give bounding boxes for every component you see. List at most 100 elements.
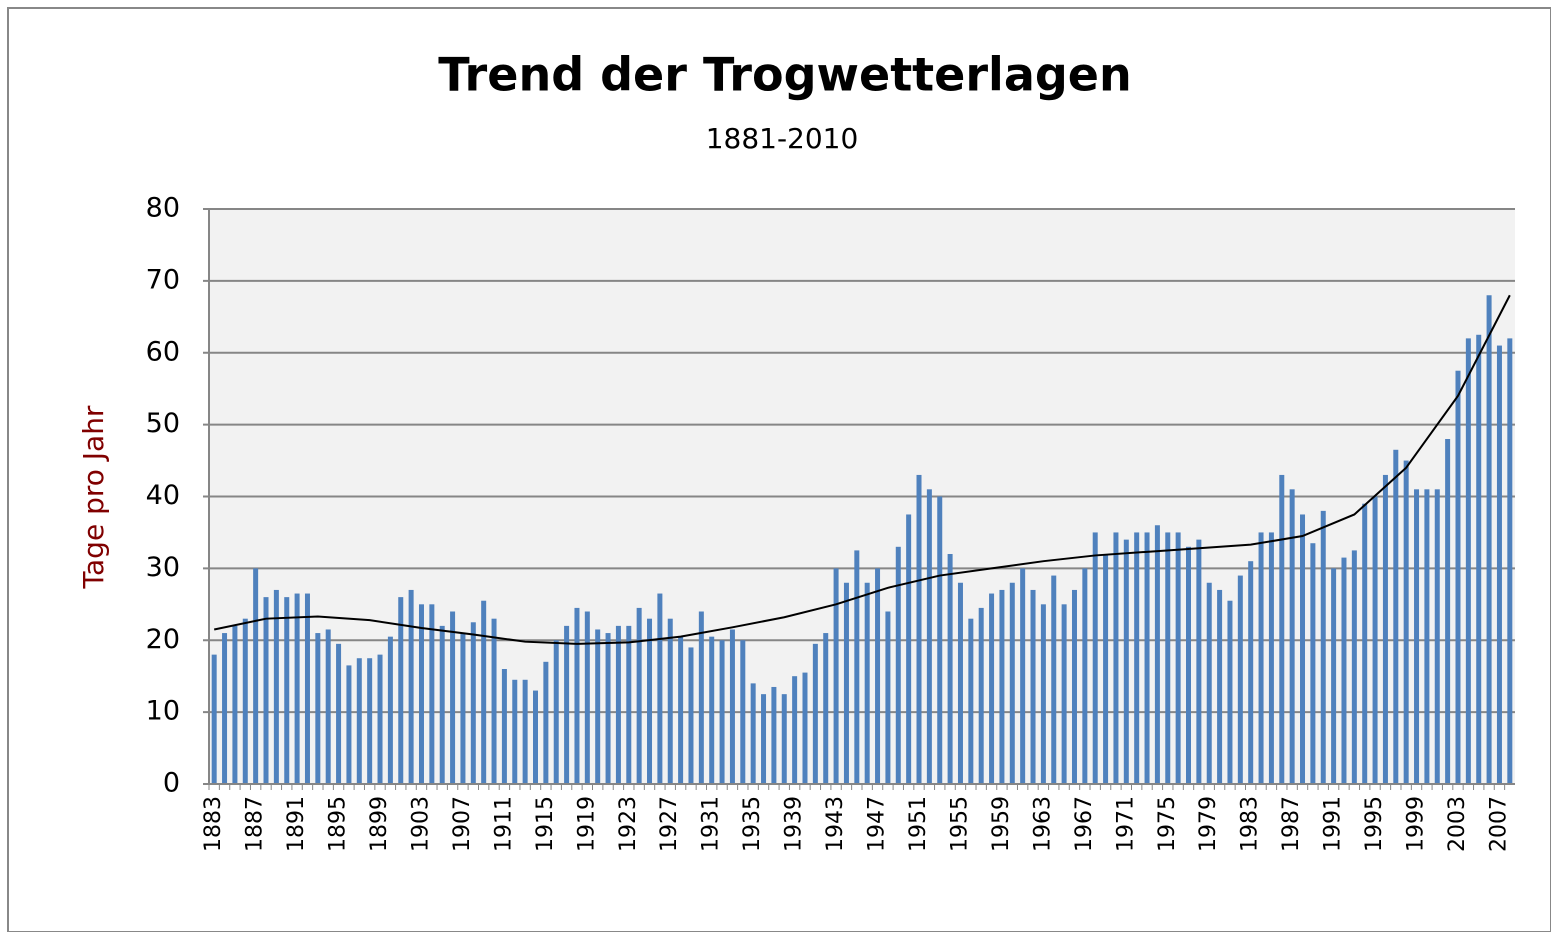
bar [1279,474,1285,784]
bar [564,625,570,784]
bar [1051,575,1057,784]
bar [916,474,922,784]
bar [895,546,901,784]
y-tick-label: 20 [146,624,180,655]
y-tick-label: 70 [146,264,180,295]
bar [1196,539,1202,784]
bar [1289,489,1295,784]
bar [864,582,870,784]
bar [792,676,798,784]
bar [1310,543,1316,784]
y-tick-label: 50 [146,408,180,439]
bar [1092,532,1098,784]
x-tick-label: 1955 [947,796,972,852]
x-tick-label: 1903 [408,796,433,852]
bar [1434,489,1440,784]
bar [439,625,445,784]
x-tick-label: 1991 [1321,796,1346,852]
bar [1206,582,1212,784]
bar [336,643,342,784]
bar [885,611,891,784]
bar [460,633,466,784]
x-tick-label: 1943 [823,796,848,852]
bar [1341,557,1347,784]
bar [1382,474,1388,784]
bar [1414,489,1420,784]
x-tick-label: 1935 [740,796,765,852]
bar [1476,334,1482,784]
bar [761,694,767,784]
y-tick-label: 10 [146,696,180,727]
x-tick-label: 1899 [367,796,392,852]
bar [1445,439,1451,784]
x-tick-label: 1983 [1238,796,1263,852]
bar [823,633,829,784]
bar [657,593,663,784]
bar [367,658,373,784]
x-tick-label: 1895 [326,796,351,852]
bar [1455,370,1461,784]
bar [501,669,507,784]
x-tick-label: 1927 [657,796,682,852]
bar [387,636,393,784]
bar [729,629,735,784]
bar [1372,496,1378,784]
bar [418,604,424,784]
bar [978,607,984,784]
bar [667,618,673,784]
bar [1424,489,1430,784]
bar [719,640,725,784]
bar [533,690,538,784]
bar [709,636,715,784]
bar [1362,503,1368,784]
bar [242,618,248,784]
x-tick-label: 1919 [574,796,599,852]
bar [1040,604,1046,784]
bar [491,618,497,784]
bar [273,589,279,784]
bar [1258,532,1264,784]
bar [1300,514,1306,784]
bar [512,679,518,784]
x-tick-label: 1975 [1155,796,1180,852]
bar [926,489,932,784]
bar [398,597,404,784]
bar [937,496,943,784]
bar [1071,589,1077,784]
bar [470,622,476,784]
bar [1486,295,1492,784]
bar [875,568,881,784]
bar [615,625,621,784]
bar [636,607,642,784]
bar [574,607,580,784]
x-tick-label: 1959 [989,796,1014,852]
x-tick-label: 1999 [1404,796,1429,852]
bar [750,683,756,784]
x-tick-label: 1995 [1362,796,1387,852]
bar [232,625,238,784]
bar [1113,532,1119,784]
bar [812,643,818,784]
bar [1507,338,1513,784]
bar [222,633,228,784]
bar [1393,449,1399,784]
bar [1465,338,1471,784]
bar [802,672,808,784]
x-tick-label: 1987 [1279,796,1304,852]
bar [947,554,953,784]
bar [1217,589,1223,784]
bar [1227,600,1233,784]
bar [1082,568,1088,784]
bar [1061,604,1067,784]
bar [833,568,839,784]
bar [688,647,694,784]
bar [1403,460,1409,784]
x-tick-label: 1939 [782,796,807,852]
bar [408,589,414,784]
bar [1237,575,1243,784]
bar [1496,345,1502,784]
x-tick-label: 1911 [491,796,516,852]
bar [553,640,559,784]
bar [740,640,746,784]
